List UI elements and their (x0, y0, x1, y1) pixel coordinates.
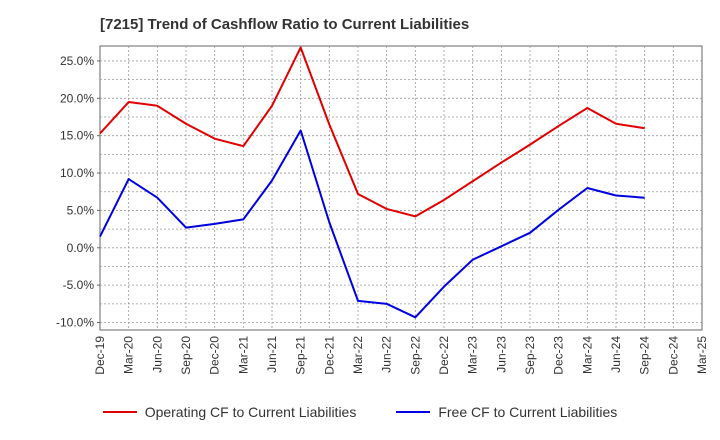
legend-item-free-cf: Free CF to Current Liabilities (396, 404, 617, 420)
legend-item-operating-cf: Operating CF to Current Liabilities (102, 404, 357, 420)
x-tick-label: Mar-25 (695, 336, 709, 374)
x-tick-label: Sep-20 (179, 336, 193, 375)
x-tick-label: Jun-24 (609, 336, 623, 373)
series-line-1 (99, 129, 645, 319)
plot-area (99, 45, 703, 331)
y-tick-label: 15.0% (60, 129, 94, 143)
legend-label-free-cf: Free CF to Current Liabilities (438, 404, 618, 420)
series-lines (99, 46, 645, 319)
x-tick-label: Dec-19 (93, 336, 107, 375)
y-tick-label: 25.0% (60, 54, 94, 68)
y-tick-label: 0.0% (67, 241, 95, 255)
y-tick-label: -10.0% (56, 316, 94, 330)
x-tick-label: Mar-21 (236, 336, 250, 374)
legend-label-operating-cf: Operating CF to Current Liabilities (144, 404, 357, 420)
y-axis-ticks: 25.0% 20.0% 15.0% 10.0% 5.0% 0.0% -5.0% -10.0% (56, 54, 100, 330)
x-tick-label: Mar-24 (580, 336, 594, 374)
legend-swatch-operating-cf (102, 411, 137, 413)
x-tick-label: Jun-22 (380, 336, 394, 373)
x-tick-label: Sep-24 (638, 336, 652, 375)
x-tick-label: Sep-21 (294, 336, 308, 375)
x-axis-ticks: Dec-19 Mar-20 Jun-20 Sep-20 Dec-20 Mar-21 Jun-… (93, 336, 709, 375)
chart-title: [7215] Trend of Cashflow Ratio to Curren… (100, 16, 470, 33)
x-tick-label: Mar-23 (466, 336, 480, 374)
x-tick-label: Dec-22 (437, 336, 451, 375)
x-tick-label: Sep-23 (523, 336, 537, 375)
x-tick-label: Dec-21 (322, 336, 336, 375)
legend: Operating CF to Current Liabilities Free… (0, 404, 720, 420)
x-tick-label: Dec-20 (208, 336, 222, 375)
x-tick-label: Sep-22 (408, 336, 422, 375)
x-tick-label: Jun-21 (265, 336, 279, 373)
y-tick-label: 10.0% (60, 166, 94, 180)
y-tick-label: 5.0% (67, 203, 95, 217)
x-tick-label: Dec-24 (666, 336, 680, 375)
x-tick-label: Mar-20 (122, 336, 136, 374)
x-tick-label: Dec-23 (552, 336, 566, 375)
series-line-0 (99, 46, 645, 218)
legend-swatch-free-cf (396, 411, 431, 413)
y-tick-label: 20.0% (60, 91, 94, 105)
x-tick-label: Jun-20 (150, 336, 164, 373)
x-tick-label: Jun-23 (494, 336, 508, 373)
y-tick-label: -5.0% (63, 278, 95, 292)
x-tick-label: Mar-22 (351, 336, 365, 374)
